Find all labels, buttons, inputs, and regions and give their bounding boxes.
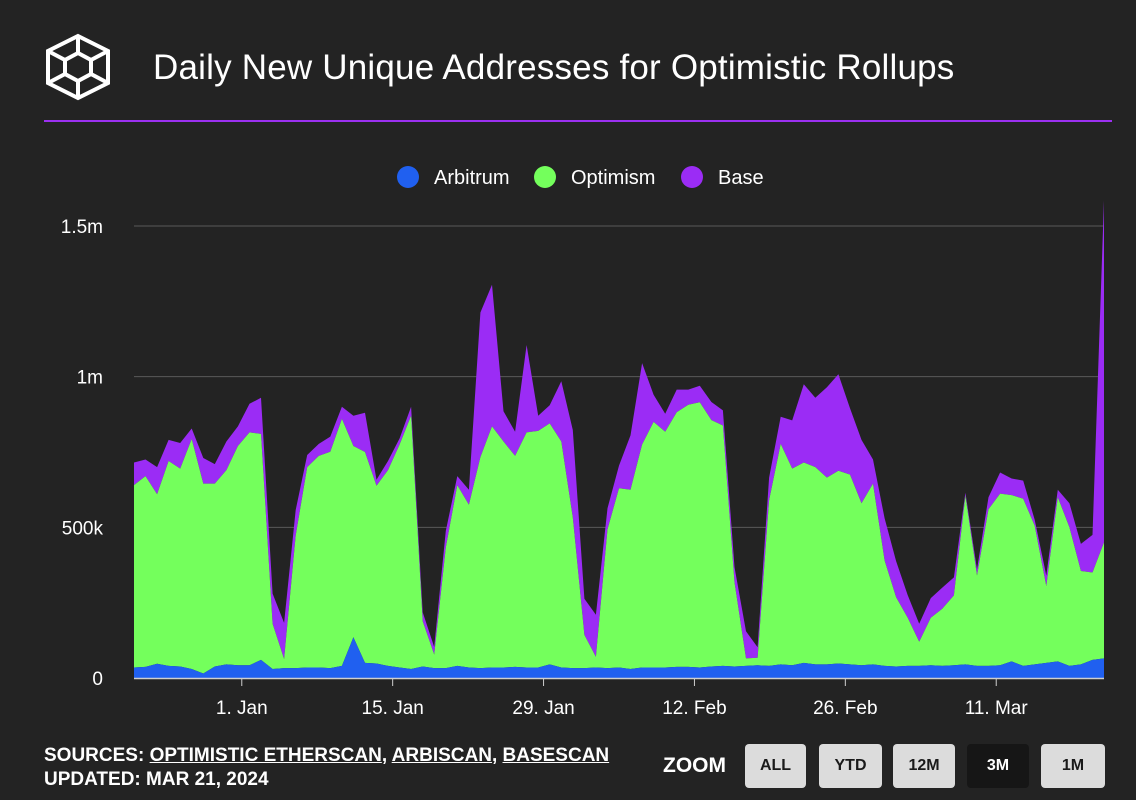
x-tick-label: 26. Feb xyxy=(813,698,877,719)
x-tick-label: 15. Jan xyxy=(362,698,424,719)
updated-date: UPDATED: MAR 21, 2024 xyxy=(44,769,269,790)
legend-label-base: Base xyxy=(718,167,764,189)
zoom-all-button[interactable]: ALL xyxy=(745,744,806,788)
x-tick-label: 12. Feb xyxy=(662,698,726,719)
source-link-arbiscan[interactable]: ARBISCAN xyxy=(391,745,492,766)
zoom-1m-button[interactable]: 1M xyxy=(1041,744,1105,788)
legend-item-optimism[interactable]: Optimism xyxy=(534,166,655,189)
cube-logo-icon xyxy=(46,33,110,101)
x-tick-label: 29. Jan xyxy=(512,698,574,719)
sources-label: SOURCES: xyxy=(44,745,150,766)
legend-swatch-optimism xyxy=(534,166,556,188)
legend-label-arbitrum: Arbitrum xyxy=(434,167,510,189)
zoom-12m-button[interactable]: 12M xyxy=(893,744,955,788)
series-area-arbitrum xyxy=(134,637,1104,678)
y-tick-label: 0 xyxy=(92,669,103,690)
sources-line: SOURCES: OPTIMISTIC ETHERSCAN, ARBISCAN,… xyxy=(44,744,609,768)
stacked-area-chart[interactable]: 0 500k 1m 1.5m 1. Jan 15. Jan 29. Jan 12. Feb 26… xyxy=(0,0,1136,740)
source-link-optimistic-etherscan[interactable]: OPTIMISTIC ETHERSCAN xyxy=(149,745,382,766)
x-tick-label: 1. Jan xyxy=(216,698,268,719)
x-tick-label: 11. Mar xyxy=(965,698,1029,719)
series-area-optimism xyxy=(134,402,1104,674)
source-separator: , xyxy=(381,745,392,766)
zoom-label: ZOOM xyxy=(663,754,726,777)
legend-swatch-base xyxy=(681,166,703,188)
legend-item-base[interactable]: Base xyxy=(681,166,764,189)
legend-label-optimism: Optimism xyxy=(571,167,655,189)
y-tick-label: 1m xyxy=(77,368,103,389)
header-divider xyxy=(44,120,1112,122)
legend-swatch-arbitrum xyxy=(397,166,419,188)
source-separator: , xyxy=(491,745,503,766)
sources-block: SOURCES: OPTIMISTIC ETHERSCAN, ARBISCAN,… xyxy=(44,744,609,792)
y-tick-label: 1.5m xyxy=(61,217,103,238)
source-link-basescan[interactable]: BASESCAN xyxy=(502,745,610,766)
page-title: Daily New Unique Addresses for Optimisti… xyxy=(153,48,955,87)
y-tick-label: 500k xyxy=(62,518,104,539)
zoom-ytd-button[interactable]: YTD xyxy=(819,744,882,788)
zoom-3m-button[interactable]: 3M xyxy=(967,744,1029,788)
legend-item-arbitrum[interactable]: Arbitrum xyxy=(397,166,510,189)
